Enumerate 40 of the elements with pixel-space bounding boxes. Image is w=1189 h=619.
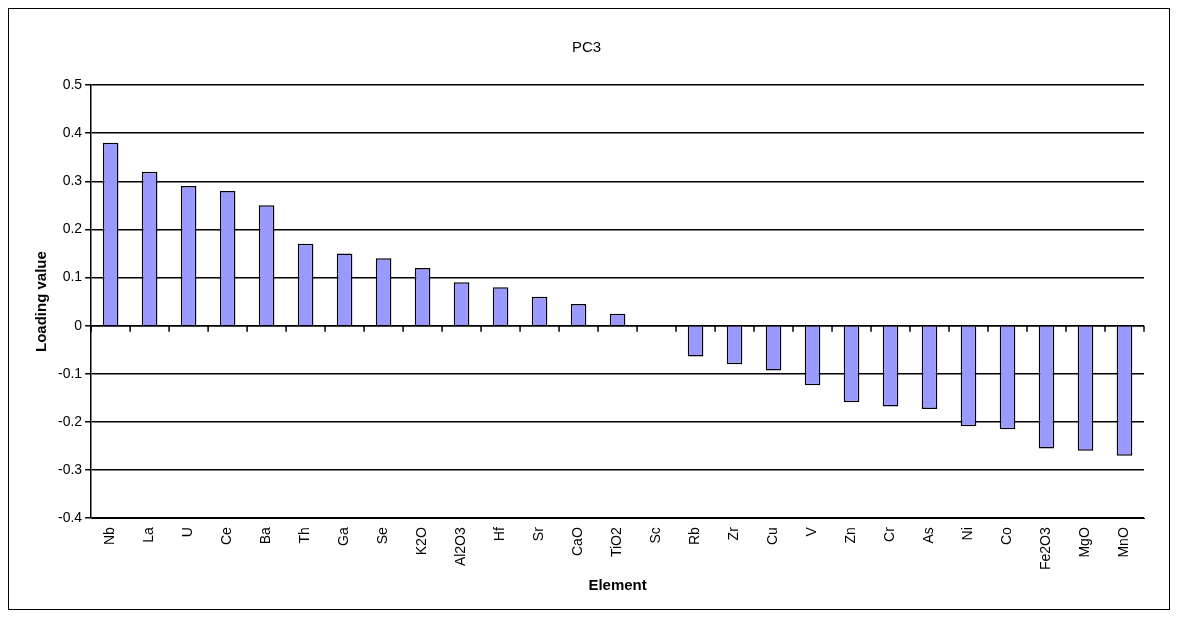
x-tick-label: Al2O3 <box>452 527 469 567</box>
x-tick-label: Zr <box>725 526 742 541</box>
x-tick-label: V <box>803 526 820 537</box>
y-axis-title: Loading value <box>32 251 50 353</box>
x-tick-label: As <box>920 527 937 544</box>
x-tick-label: K2O <box>413 527 430 556</box>
y-tick-label: -0.2 <box>58 412 83 429</box>
x-tick-label: Hf <box>491 527 508 542</box>
x-tick-label: TiO2 <box>608 527 625 558</box>
x-tick-label: La <box>140 526 157 543</box>
x-tick-label: Sc <box>647 527 664 544</box>
x-tick-label: Se <box>374 526 391 545</box>
x-tick-label: Ce <box>218 527 235 546</box>
x-tick-label: Th <box>296 527 313 544</box>
y-tick-label: -0.1 <box>58 364 83 381</box>
x-tick-label: Ba <box>257 526 274 545</box>
y-tick-label: -0.4 <box>58 509 83 526</box>
x-tick-label: Nb <box>101 527 118 546</box>
x-tick-label: U <box>179 527 196 538</box>
x-tick-label: Ni <box>959 527 976 541</box>
chart-title: PC3 <box>571 38 602 56</box>
y-tick-label: 0.2 <box>62 220 83 237</box>
x-tick-label: MnO <box>1115 527 1132 558</box>
x-tick-label: MgO <box>1076 527 1093 558</box>
x-tick-label: Ga <box>335 527 352 546</box>
x-tick-label: Zn <box>842 527 859 544</box>
x-tick-label: Cr <box>881 526 898 542</box>
x-axis-title: Element <box>588 576 647 594</box>
x-tick-label: Cu <box>764 527 781 546</box>
y-tick-label: 0 <box>74 316 83 333</box>
x-tick-label: Fe2O3 <box>1037 527 1054 571</box>
y-tick-label: -0.3 <box>58 460 83 477</box>
y-tick-label: 0.3 <box>62 172 83 189</box>
y-tick-label: 0.1 <box>62 268 83 285</box>
x-tick-label: Rb <box>686 527 703 546</box>
y-tick-label: 0.4 <box>62 123 83 140</box>
x-tick-label: Co <box>998 527 1015 546</box>
y-tick-label: 0.5 <box>62 75 83 92</box>
x-tick-label: CaO <box>569 527 586 556</box>
x-tick-label: Sr <box>530 526 547 542</box>
